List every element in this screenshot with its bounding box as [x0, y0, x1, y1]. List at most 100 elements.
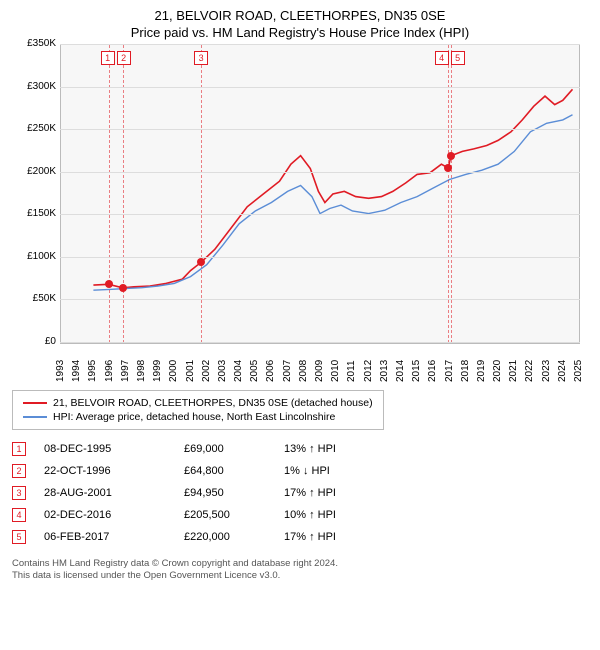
y-tick-label: £300K — [16, 81, 56, 92]
marker-box: 2 — [117, 51, 131, 65]
marker-box: 5 — [451, 51, 465, 65]
y-gridline — [60, 299, 580, 300]
x-tick-label: 2023 — [541, 346, 552, 382]
tx-number-box: 5 — [12, 530, 26, 544]
title-sub: Price paid vs. HM Land Registry's House … — [12, 25, 588, 40]
y-gridline — [60, 342, 580, 343]
tx-delta: 10% ↑ HPI — [284, 509, 394, 521]
tx-delta: 17% ↑ HPI — [284, 487, 394, 499]
y-tick-label: £200K — [16, 166, 56, 177]
transaction-dot — [447, 152, 455, 160]
x-tick-label: 2000 — [168, 346, 179, 382]
transactions-table: 1 08-DEC-1995£69,00013% ↑ HPI 2 22-OCT-1996… — [12, 438, 588, 548]
y-gridline — [60, 214, 580, 215]
marker-box: 3 — [194, 51, 208, 65]
y-tick-label: £100K — [16, 251, 56, 262]
x-tick-label: 2006 — [265, 346, 276, 382]
transaction-dot — [197, 258, 205, 266]
x-tick-label: 2013 — [379, 346, 390, 382]
x-tick-label: 1998 — [136, 346, 147, 382]
table-row: 1 08-DEC-1995£69,00013% ↑ HPI — [12, 438, 588, 460]
x-tick-label: 2015 — [411, 346, 422, 382]
x-tick-label: 2005 — [249, 346, 260, 382]
y-gridline — [60, 44, 580, 45]
y-gridline — [60, 172, 580, 173]
tx-price: £220,000 — [184, 531, 284, 543]
table-row: 3 28-AUG-2001£94,95017% ↑ HPI — [12, 482, 588, 504]
x-tick-label: 2020 — [492, 346, 503, 382]
tx-delta: 17% ↑ HPI — [284, 531, 394, 543]
x-tick-label: 1993 — [55, 346, 66, 382]
footer-line-2: This data is licensed under the Open Gov… — [12, 570, 588, 582]
y-gridline — [60, 87, 580, 88]
x-tick-label: 1997 — [120, 346, 131, 382]
y-tick-label: £0 — [16, 336, 56, 347]
tx-number-box: 1 — [12, 442, 26, 456]
title-block: 21, BELVOIR ROAD, CLEETHORPES, DN35 0SE … — [12, 8, 588, 40]
transaction-vline — [201, 45, 202, 343]
tx-delta: 1% ↓ HPI — [284, 465, 394, 477]
x-tick-label: 2014 — [395, 346, 406, 382]
y-tick-label: £350K — [16, 38, 56, 49]
y-tick-label: £50K — [16, 293, 56, 304]
x-tick-label: 2001 — [185, 346, 196, 382]
chart-lines-svg — [61, 45, 579, 343]
x-tick-label: 2016 — [427, 346, 438, 382]
legend-box: 21, BELVOIR ROAD, CLEETHORPES, DN35 0SE … — [12, 390, 384, 430]
series-line — [93, 89, 572, 287]
x-tick-label: 2007 — [282, 346, 293, 382]
x-tick-label: 2025 — [573, 346, 584, 382]
x-tick-label: 2012 — [363, 346, 374, 382]
x-tick-label: 2010 — [330, 346, 341, 382]
tx-number-box: 3 — [12, 486, 26, 500]
chart-wrap: 12345 1993199419951996199719981999200020… — [12, 44, 588, 384]
legend-row: 21, BELVOIR ROAD, CLEETHORPES, DN35 0SE … — [23, 396, 373, 410]
x-tick-label: 2024 — [557, 346, 568, 382]
legend-wrap: 21, BELVOIR ROAD, CLEETHORPES, DN35 0SE … — [12, 384, 588, 430]
table-row: 402-DEC-2016£205,50010% ↑ HPI — [12, 504, 588, 526]
x-tick-label: 2019 — [476, 346, 487, 382]
x-tick-label: 1994 — [71, 346, 82, 382]
tx-date: 22-OCT-1996 — [44, 465, 184, 477]
x-tick-label: 2009 — [314, 346, 325, 382]
table-row: 506-FEB-2017£220,00017% ↑ HPI — [12, 526, 588, 548]
legend-swatch — [23, 416, 47, 418]
tx-date: 08-DEC-1995 — [44, 443, 184, 455]
x-tick-label: 2018 — [460, 346, 471, 382]
marker-box: 1 — [101, 51, 115, 65]
tx-number-box: 4 — [12, 508, 26, 522]
y-tick-label: £250K — [16, 123, 56, 134]
transaction-vline — [123, 45, 124, 343]
table-row: 2 22-OCT-1996£64,8001% ↓ HPI — [12, 460, 588, 482]
tx-number-box: 2 — [12, 464, 26, 478]
x-tick-label: 2017 — [444, 346, 455, 382]
marker-box: 4 — [435, 51, 449, 65]
x-tick-label: 2021 — [508, 346, 519, 382]
x-tick-label: 2008 — [298, 346, 309, 382]
tx-price: £64,800 — [184, 465, 284, 477]
x-axis: 1993199419951996199719981999200020012002… — [60, 344, 580, 384]
x-tick-label: 2011 — [346, 346, 357, 382]
legend-label: HPI: Average price, detached house, Nort… — [53, 411, 335, 423]
transaction-vline — [448, 45, 449, 343]
figure-container: 21, BELVOIR ROAD, CLEETHORPES, DN35 0SE … — [0, 0, 600, 591]
footer-line-1: Contains HM Land Registry data © Crown c… — [12, 558, 588, 570]
tx-price: £69,000 — [184, 443, 284, 455]
tx-delta: 13% ↑ HPI — [284, 443, 394, 455]
tx-date: 28-AUG-2001 — [44, 487, 184, 499]
x-tick-label: 2004 — [233, 346, 244, 382]
tx-price: £94,950 — [184, 487, 284, 499]
x-tick-label: 2003 — [217, 346, 228, 382]
y-gridline — [60, 129, 580, 130]
tx-date: 02-DEC-2016 — [44, 509, 184, 521]
series-line — [93, 115, 572, 290]
y-tick-label: £150K — [16, 208, 56, 219]
y-gridline — [60, 257, 580, 258]
title-main: 21, BELVOIR ROAD, CLEETHORPES, DN35 0SE — [12, 8, 588, 23]
legend-row: HPI: Average price, detached house, Nort… — [23, 410, 373, 424]
x-tick-label: 1996 — [104, 346, 115, 382]
transaction-dot — [105, 280, 113, 288]
transaction-vline — [451, 45, 452, 343]
transaction-dot — [119, 284, 127, 292]
legend-swatch — [23, 402, 47, 404]
